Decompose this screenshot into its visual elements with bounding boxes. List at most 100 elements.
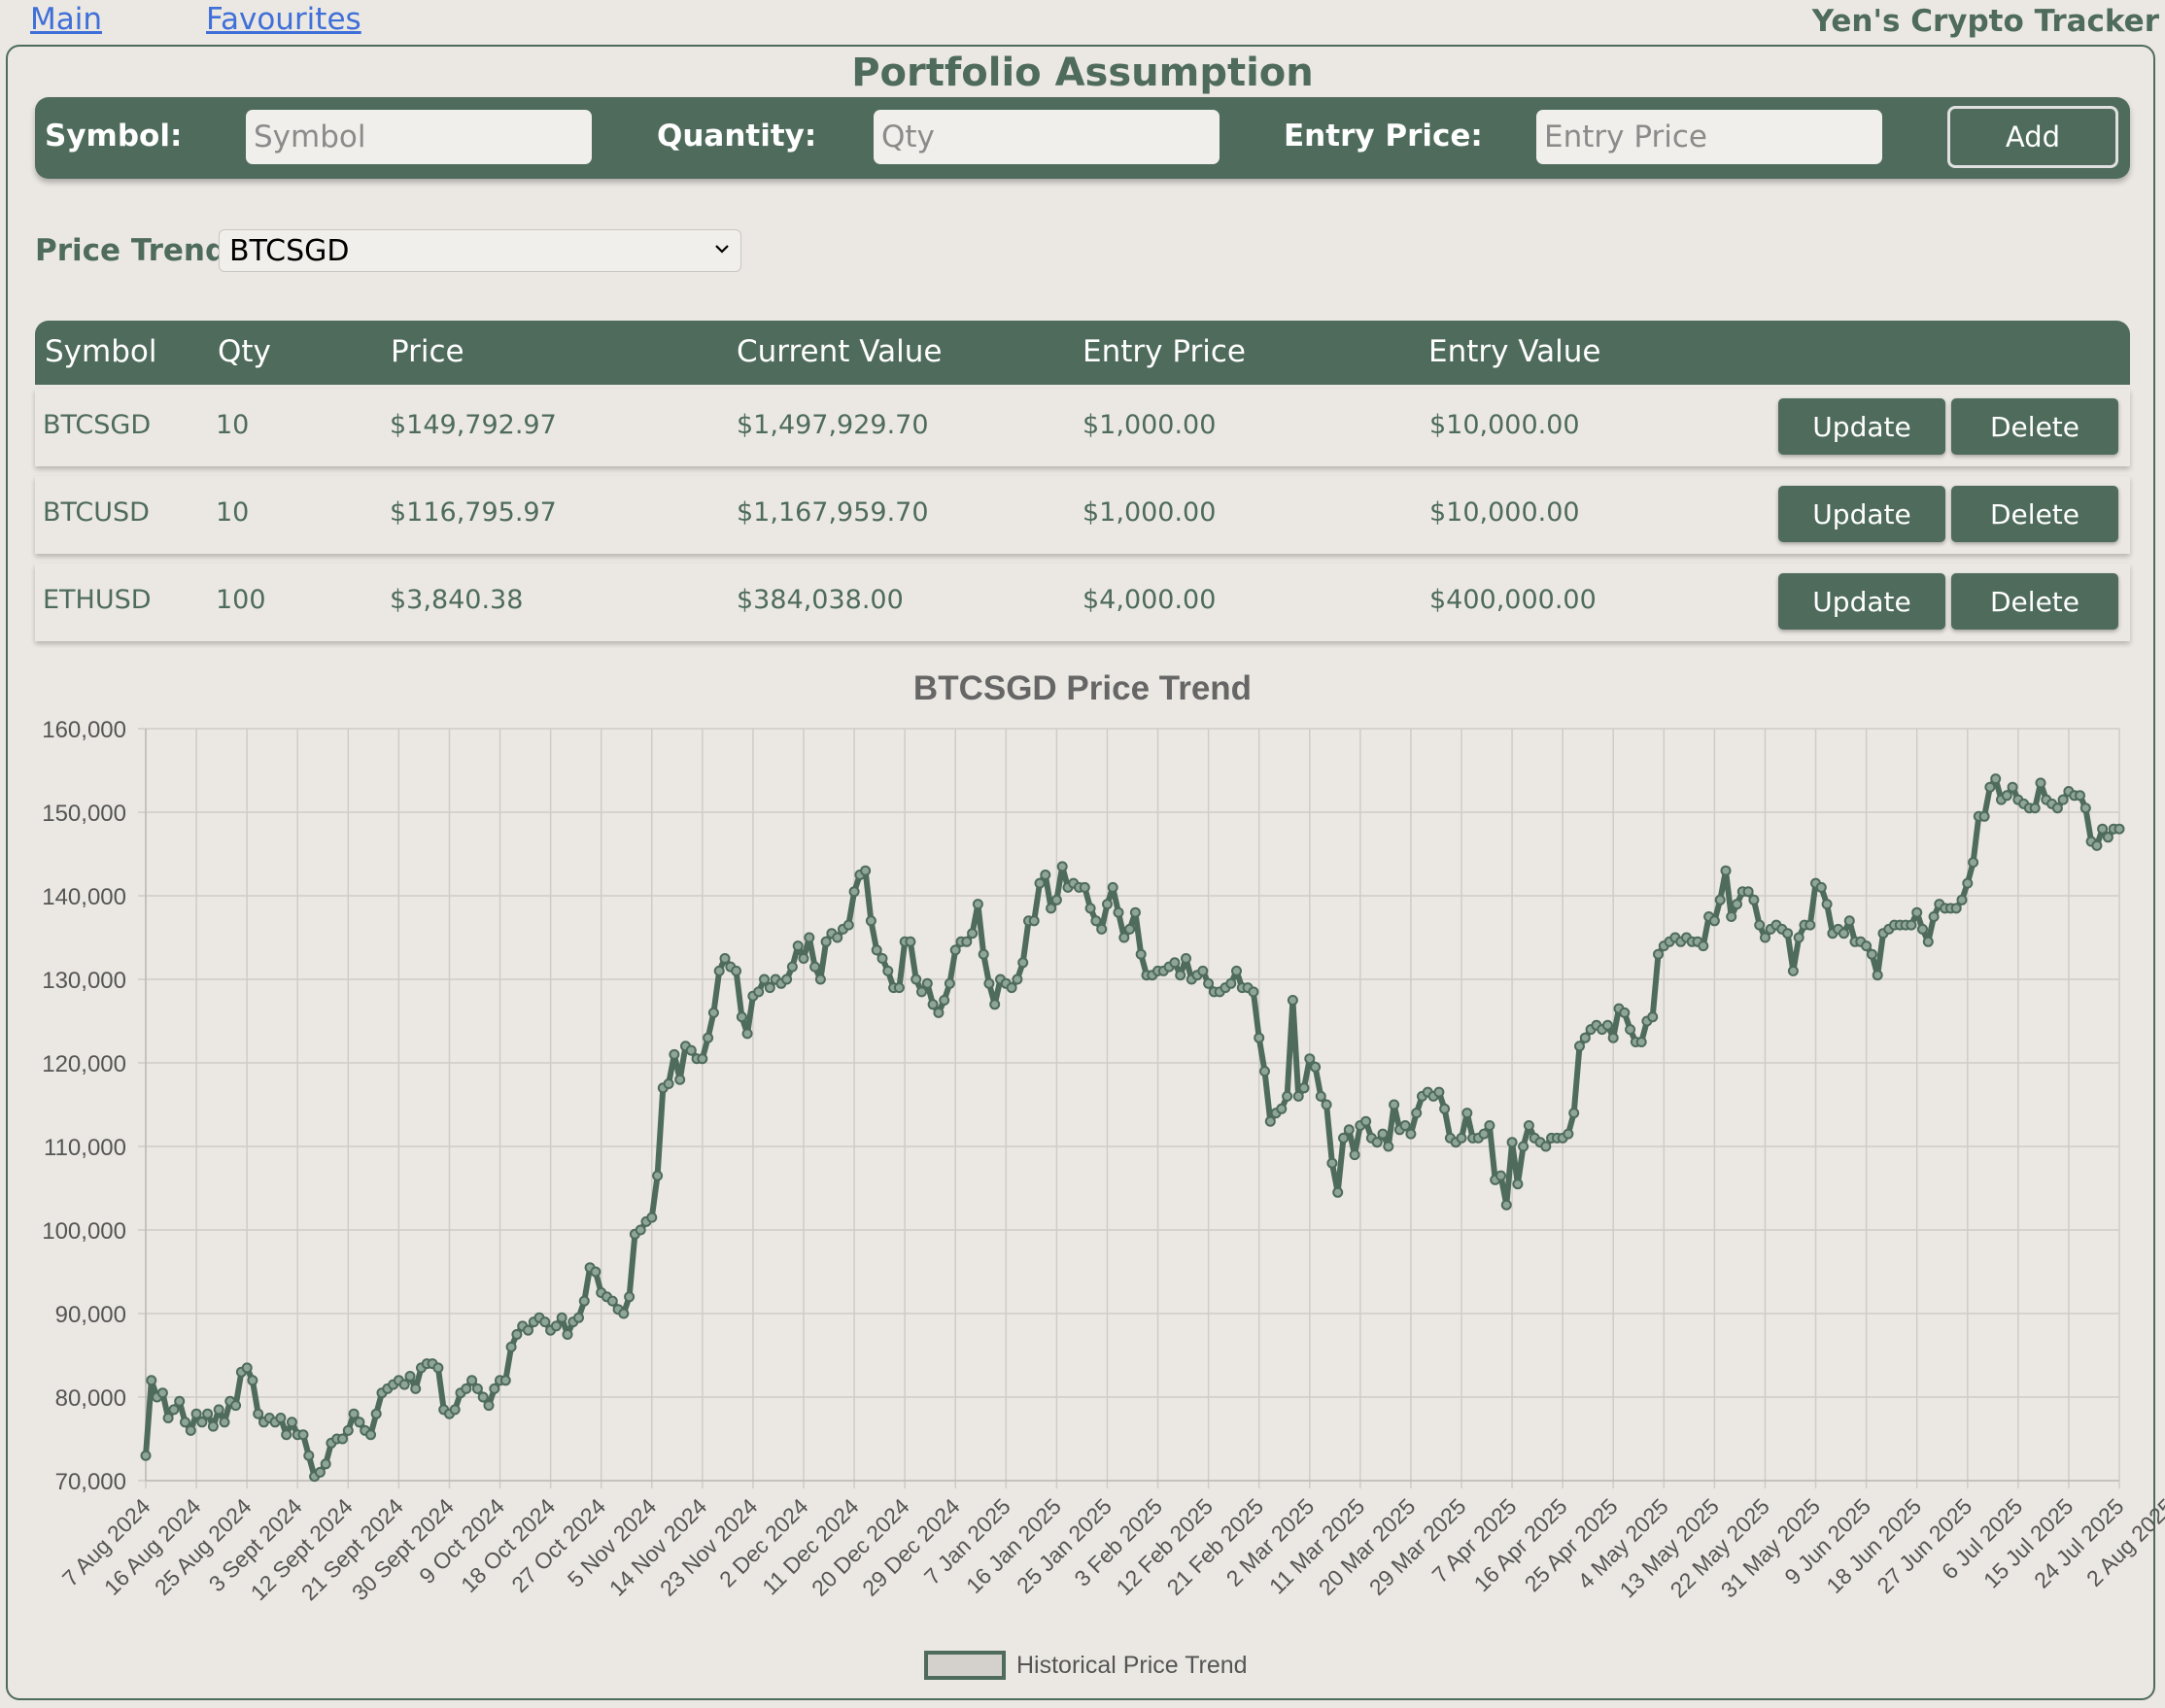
data-point	[1500, 1199, 1512, 1211]
delete-button[interactable]: Delete	[1951, 573, 2118, 630]
content-frame	[6, 45, 2155, 1700]
data-point	[786, 961, 798, 973]
data-point	[606, 1295, 618, 1307]
data-point	[410, 1383, 422, 1394]
data-point	[1169, 957, 1181, 969]
data-point	[1574, 1041, 1585, 1052]
data-point	[1804, 919, 1816, 931]
data-point	[927, 999, 939, 1010]
data-point	[832, 932, 843, 943]
quantity-input[interactable]	[874, 110, 1220, 164]
data-point	[1720, 865, 1732, 876]
cell-entry-price: $4,000.00	[1082, 585, 1217, 615]
data-point	[499, 1375, 511, 1386]
data-point	[1118, 932, 1130, 943]
data-point	[1231, 965, 1242, 976]
data-point	[1181, 953, 1191, 964]
data-point	[921, 977, 933, 989]
data-point	[949, 944, 961, 956]
data-point	[1012, 974, 1023, 985]
data-point	[550, 1320, 562, 1332]
update-button[interactable]: Update	[1778, 573, 1945, 630]
favourites-link[interactable]: Favourites	[206, 2, 361, 37]
data-point	[1292, 1090, 1304, 1102]
data-point	[1129, 906, 1141, 918]
y-tick-label: 150,000	[42, 801, 126, 827]
data-point	[1456, 1132, 1467, 1144]
y-tick-label: 140,000	[42, 884, 126, 910]
data-point	[624, 1291, 636, 1303]
main-link[interactable]: Main	[30, 2, 103, 37]
y-tick-label: 130,000	[42, 968, 126, 994]
data-point	[753, 986, 765, 998]
data-point	[314, 1466, 326, 1478]
data-point	[348, 1408, 360, 1419]
data-point	[578, 1295, 590, 1307]
data-point	[1124, 923, 1136, 935]
data-point	[354, 1417, 365, 1428]
data-point	[1956, 894, 1968, 905]
y-tick-label: 90,000	[55, 1302, 126, 1328]
cell-entry-price: $1,000.00	[1082, 497, 1217, 528]
data-point	[1102, 899, 1113, 910]
data-point	[1433, 1086, 1445, 1098]
data-point	[1726, 911, 1737, 922]
data-point	[1978, 810, 1990, 822]
data-point	[1708, 915, 1720, 927]
data-point	[1349, 1149, 1360, 1161]
data-point	[590, 1266, 601, 1278]
add-button[interactable]: Add	[1947, 106, 2118, 168]
delete-button[interactable]: Delete	[1951, 486, 2118, 542]
data-point	[798, 953, 809, 964]
data-point	[1298, 1082, 1310, 1094]
data-point	[1017, 957, 1029, 969]
data-point	[820, 936, 832, 947]
data-point	[1742, 886, 1754, 898]
y-tick-label: 120,000	[42, 1051, 126, 1077]
data-point	[539, 1316, 551, 1328]
holdings-table-header: Symbol Qty Price Current Value Entry Pri…	[35, 321, 2130, 385]
data-point	[1254, 1032, 1265, 1043]
data-point	[1056, 861, 1068, 872]
data-point	[2102, 832, 2113, 843]
data-point	[972, 899, 983, 910]
entry-price-input[interactable]	[1536, 110, 1882, 164]
cell-price: $116,795.97	[390, 497, 557, 528]
col-header-qty: Qty	[218, 334, 271, 369]
data-point	[162, 1413, 174, 1423]
data-point	[2035, 777, 2046, 789]
update-button[interactable]: Update	[1778, 486, 1945, 542]
data-point	[168, 1404, 180, 1416]
data-point	[1304, 1053, 1316, 1065]
data-point	[1506, 1137, 1518, 1148]
data-point	[2029, 803, 2041, 814]
data-point	[320, 1458, 331, 1470]
data-point	[297, 1429, 309, 1441]
price-trend-select[interactable]: BTCSGD	[219, 229, 741, 272]
data-point	[871, 944, 882, 956]
data-point	[213, 1404, 224, 1416]
data-point	[190, 1408, 202, 1419]
data-point	[674, 1074, 686, 1085]
update-button[interactable]: Update	[1778, 398, 1945, 455]
data-point	[804, 932, 815, 943]
data-point	[1563, 1128, 1574, 1140]
delete-button[interactable]: Delete	[1951, 398, 2118, 455]
data-point	[1866, 948, 1877, 960]
data-point	[1090, 915, 1102, 927]
data-point	[1197, 965, 1209, 976]
cell-qty: 10	[216, 410, 250, 440]
data-point	[1135, 948, 1147, 960]
data-point	[736, 1011, 747, 1023]
y-tick-label: 110,000	[44, 1135, 126, 1161]
data-point	[1653, 948, 1664, 960]
cell-entry-price: $1,000.00	[1082, 410, 1217, 440]
data-point	[1917, 923, 1928, 935]
data-point	[1984, 781, 1996, 793]
data-point	[1006, 982, 1017, 994]
data-point	[1714, 894, 1726, 905]
symbol-input[interactable]	[246, 110, 592, 164]
y-tick-label: 100,000	[42, 1218, 126, 1245]
data-point	[1310, 1061, 1322, 1073]
data-point	[663, 1078, 674, 1089]
